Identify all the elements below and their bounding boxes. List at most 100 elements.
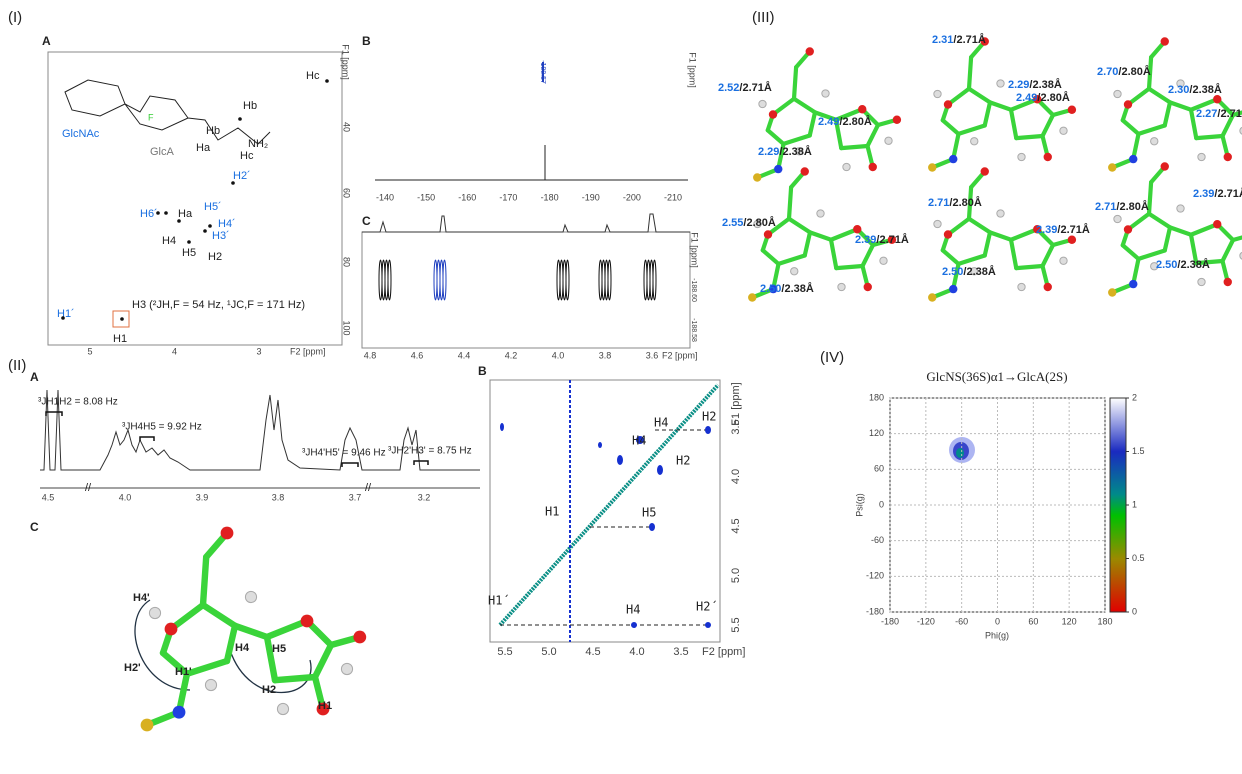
atom: [1223, 152, 1232, 162]
bond: [1188, 222, 1220, 237]
peak-dot: [238, 117, 242, 121]
atom: [172, 705, 186, 719]
distance-value: /2.71Å: [876, 233, 908, 246]
label: (IV): [820, 349, 844, 366]
trace: [362, 213, 690, 233]
atom: [763, 230, 773, 239]
label: F2 [ppm]: [702, 646, 745, 658]
spectrum: [40, 389, 480, 471]
label: -120: [866, 571, 884, 581]
atom: [863, 282, 872, 292]
bond: [1008, 227, 1040, 242]
distance-value: 2.30: [1168, 84, 1189, 96]
atom: [1150, 137, 1159, 146]
label: GlcNAc: [62, 128, 100, 140]
label: H2´: [696, 600, 718, 614]
label: H3 (²JH,F = 54 Hz, ¹JC,F = 171 Hz): [132, 299, 305, 311]
label: H2: [676, 454, 690, 468]
atom: [244, 590, 258, 604]
distance-value: /2.80Å: [1118, 65, 1150, 78]
bond: [1131, 131, 1141, 162]
peak-dot: [208, 224, 212, 228]
label: H5: [272, 643, 286, 655]
bond: [945, 86, 972, 107]
atom: [1239, 126, 1242, 135]
label: -180: [881, 616, 899, 626]
atom: [928, 163, 937, 172]
atom: [1197, 152, 1206, 162]
atom: [774, 164, 783, 174]
bond: [982, 230, 993, 258]
label: 80: [342, 257, 352, 267]
atom: [1129, 279, 1138, 289]
label: -188.58: [690, 318, 697, 342]
coupling-bracket: [139, 436, 155, 441]
distance-value: /2.71Å: [1214, 187, 1242, 200]
label: H1: [113, 333, 127, 345]
label: -150: [417, 192, 435, 202]
contour: [442, 259, 447, 301]
distance-value: /2.71Å: [953, 33, 985, 46]
bond: [1014, 263, 1045, 271]
label: 0: [995, 616, 1000, 626]
bond: [1125, 86, 1152, 107]
atom: [879, 256, 888, 265]
atom: [928, 293, 937, 302]
distance-value: /2.38Å: [1189, 83, 1221, 96]
label: H4: [626, 603, 640, 617]
label: 40: [342, 122, 352, 132]
atom: [1043, 282, 1052, 292]
label: -60: [955, 616, 968, 626]
bond: [956, 253, 987, 266]
label: H5´: [204, 201, 222, 213]
bond: [1167, 225, 1194, 237]
distance-value: 2.55: [722, 217, 743, 229]
peak-dot: [61, 316, 65, 320]
bond: [833, 107, 865, 122]
bond: [1136, 248, 1167, 261]
bond: [828, 237, 839, 271]
distance-label: 2.50/2.38Å: [942, 265, 996, 278]
bond: [765, 216, 792, 237]
distance-value: /2.80Å: [839, 115, 871, 128]
distance-label: 2.49/2.80Å: [818, 115, 872, 128]
atom: [353, 630, 367, 644]
atom: [1150, 262, 1159, 271]
bond: [833, 117, 844, 151]
bond: [1008, 237, 1019, 271]
atom: [1043, 152, 1052, 162]
label: Hc: [306, 70, 320, 82]
distance-value: 2.71: [928, 197, 949, 209]
atom: [758, 99, 767, 109]
frame: [47, 51, 343, 346]
label: 1.5: [1132, 446, 1145, 456]
bond: [1120, 243, 1141, 261]
distance-value: /2.80Å: [743, 216, 775, 229]
label: 120: [1062, 616, 1077, 626]
label: H6´: [140, 208, 158, 220]
bond: [1040, 112, 1056, 139]
label: 180: [1097, 616, 1112, 626]
bond: [771, 261, 781, 292]
label: H1´: [488, 594, 510, 608]
distance-value: 2.27: [1196, 108, 1217, 120]
label: H3´: [212, 230, 230, 242]
label: C: [30, 520, 39, 534]
atom: [853, 225, 862, 234]
atom: [884, 136, 893, 145]
label: -190: [582, 192, 600, 202]
bond: [1194, 258, 1225, 266]
label: F1 [ppm]: [688, 52, 698, 88]
bond: [760, 248, 781, 266]
bond: [765, 128, 786, 146]
bond: [982, 100, 993, 128]
distance-label: 2.30/2.38Å: [1168, 83, 1222, 96]
label: F2 [ppm]: [290, 346, 326, 356]
contour: [652, 259, 657, 301]
label: F1 [ppm]: [730, 382, 742, 425]
bond: [1146, 211, 1173, 230]
label: 1: [1132, 499, 1137, 509]
label: 5.0: [730, 568, 742, 583]
atom: [892, 115, 902, 124]
label: Psi(g): [854, 493, 864, 517]
